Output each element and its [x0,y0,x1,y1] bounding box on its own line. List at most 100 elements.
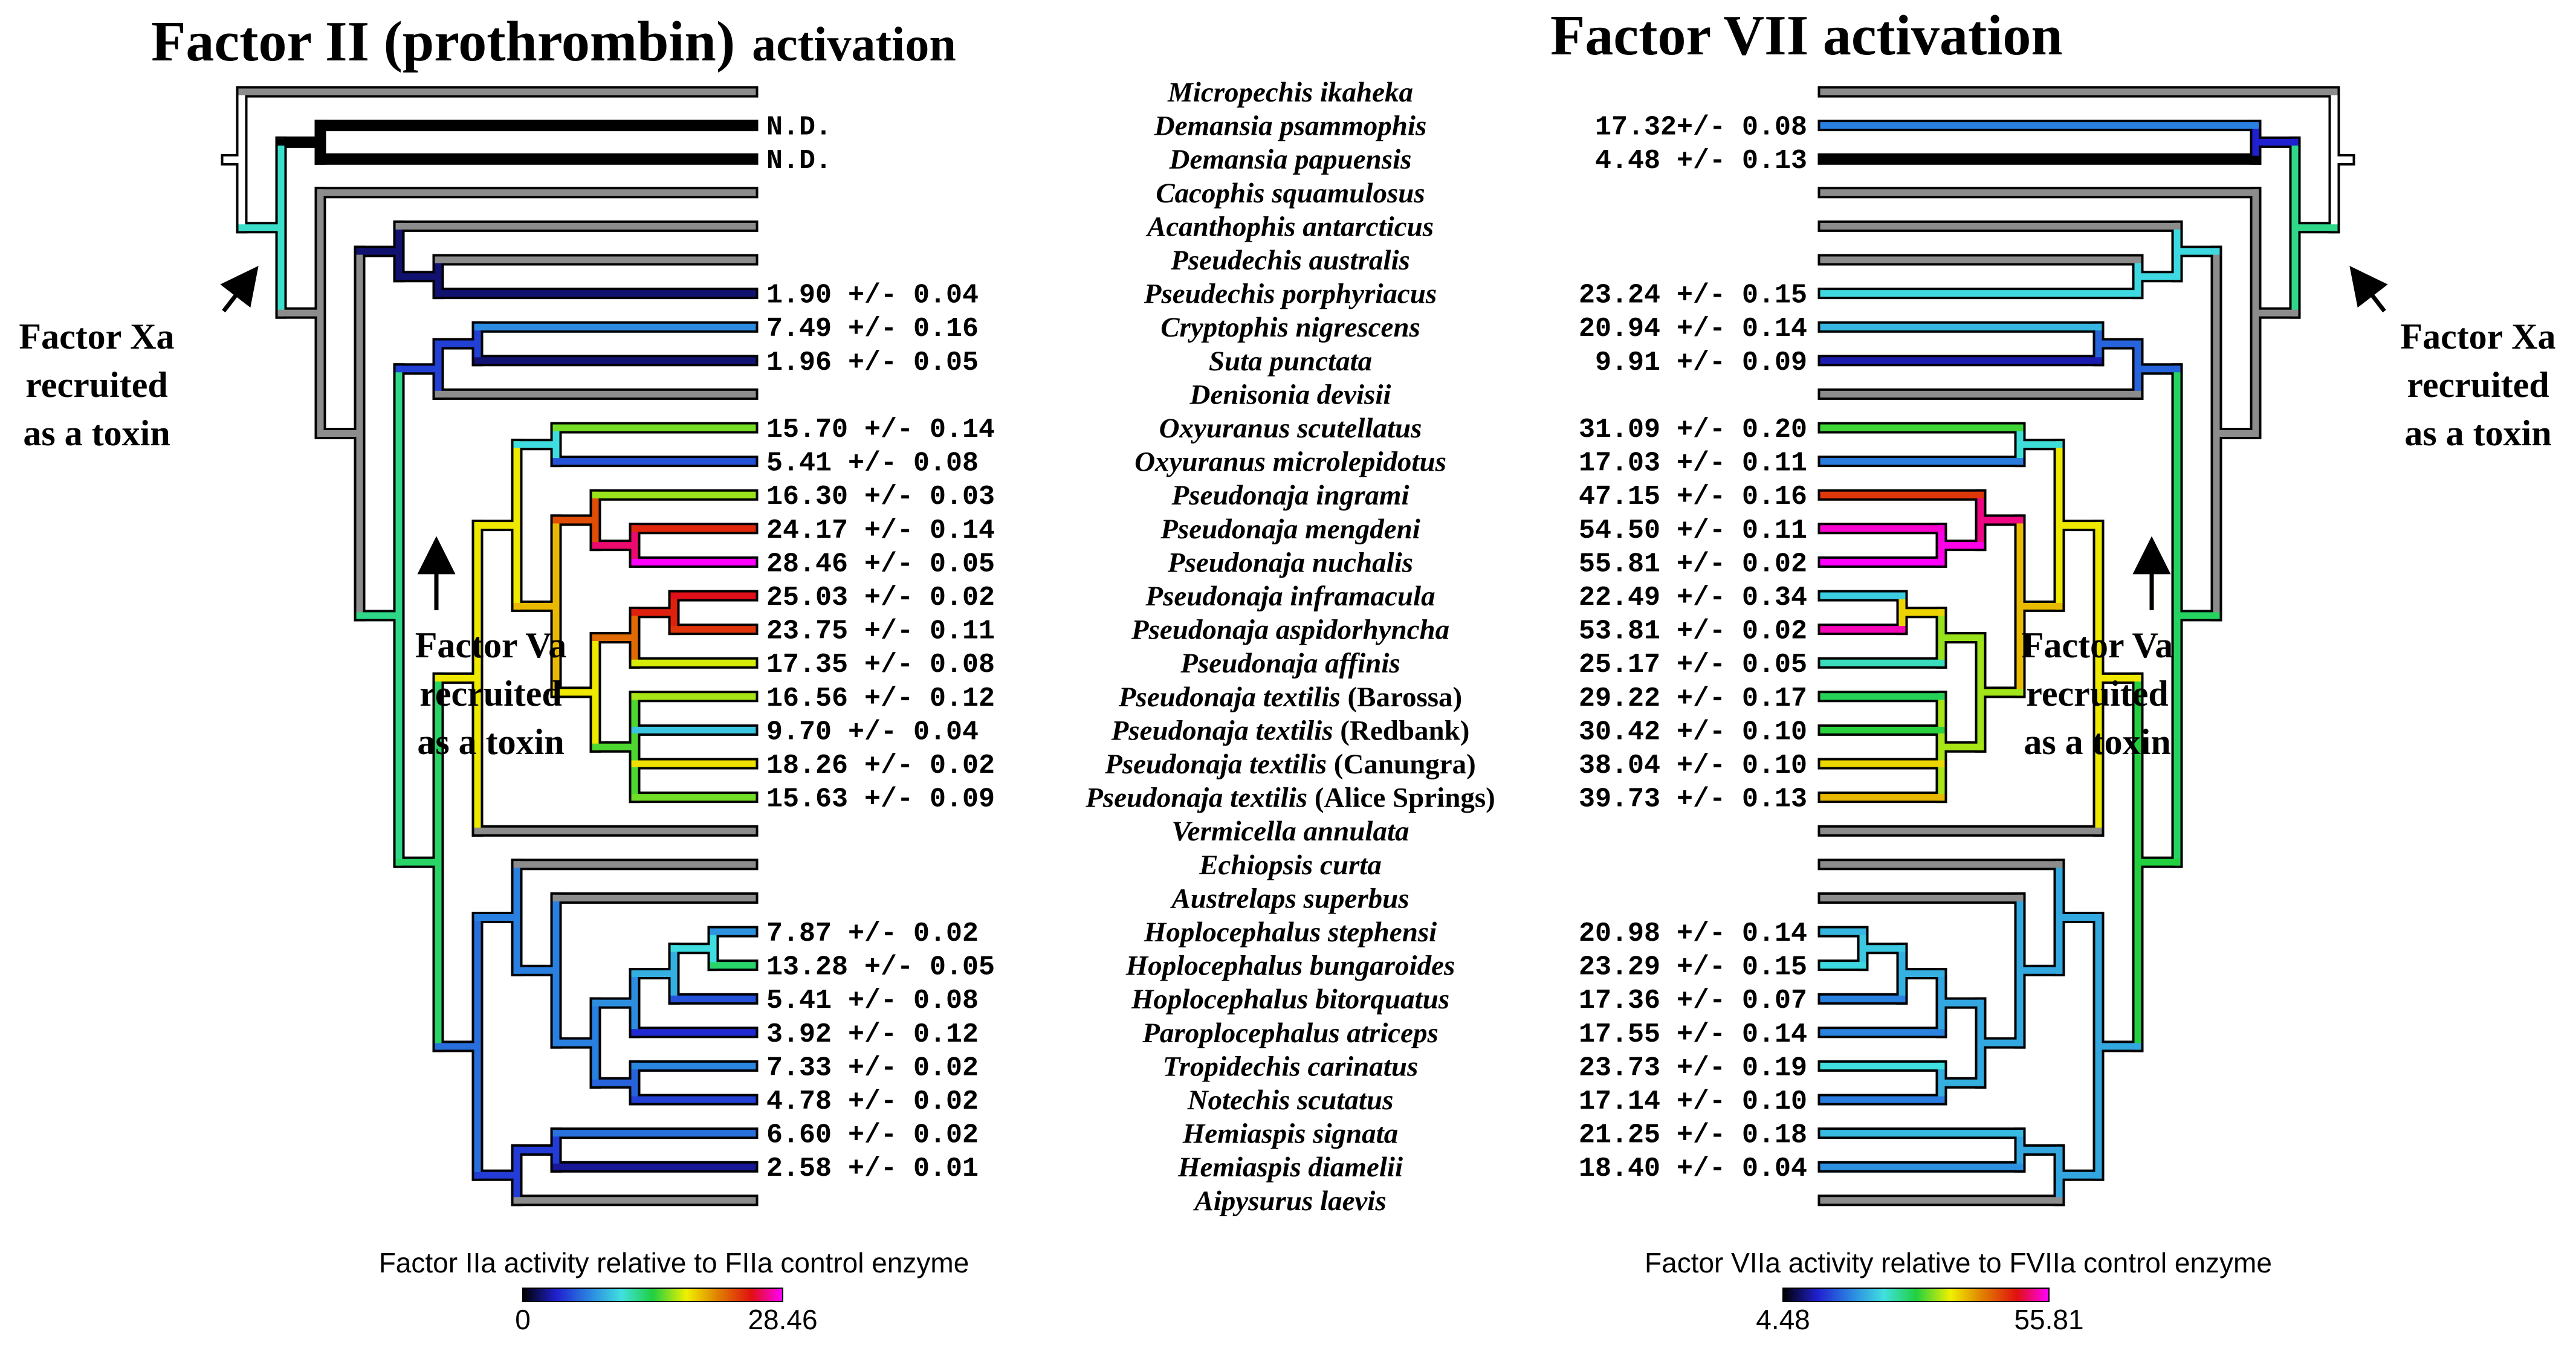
factor-vii-value: 17.36 +/- 0.07 [1579,985,1807,1016]
legend-right-colorbar [1782,1288,2050,1302]
species-label: Pseudonaja textilis (Canungra) [1104,749,1476,780]
annotation-left-xa-line2: recruited [25,365,167,405]
legend-left-colorbar [522,1288,783,1302]
species-label: Pseudonaja inframacula [1145,581,1435,612]
annotation-left-va-line1: Factor Va [415,625,567,665]
annotation-left-xa-line1: Factor Xa [19,317,174,356]
species-label: Aipysurus laevis [1193,1185,1386,1217]
annotation-right-xa-line1: Factor Xa [2400,317,2555,356]
legend-left-label: Factor IIa activity relative to FIIa con… [379,1247,969,1278]
right-title: Factor VII activation [1550,4,2063,67]
factor-ii-value: 4.78 +/- 0.02 [766,1086,979,1117]
factor-ii-value: N.D. [766,146,832,176]
factor-vii-value: 21.25 +/- 0.18 [1579,1120,1807,1151]
annotation-right-va-line2: recruited [2026,674,2168,714]
left-title: Factor II (prothrombin) activation [151,10,956,73]
species-label: Suta punctata [1209,346,1372,377]
factor-ii-value: 6.60 +/- 0.02 [766,1120,979,1151]
species-label: Oxyuranus microlepidotus [1134,446,1446,478]
species-label: Denisonia devisii [1189,379,1391,410]
factor-vii-value: 31.09 +/- 0.20 [1579,414,1807,445]
annotation-right-va-line1: Factor Va [2022,625,2173,665]
species-label: Oxyuranus scutellatus [1159,413,1422,444]
species-label: Tropidechis carinatus [1163,1051,1419,1082]
species-label: Pseudonaja aspidorhyncha [1131,614,1449,646]
species-label: Cacophis squamulosus [1156,178,1425,209]
annotation-right-xa-line3: as a toxin [2404,413,2551,453]
factor-ii-value: 28.46 +/- 0.05 [766,549,995,579]
annotation-right-va: Factor Va recruited as a toxin [2022,536,2173,762]
annotation-right-va-line3: as a toxin [2024,722,2170,762]
annotation-left-va-line2: recruited [419,674,561,714]
factor-vii-value: 22.49 +/- 0.34 [1579,582,1807,613]
factor-ii-value: 5.41 +/- 0.08 [766,448,979,479]
species-label: Hoplocephalus stephensi [1144,917,1437,948]
factor-ii-value: 15.70 +/- 0.14 [766,414,995,445]
left-title-rest: activation [752,18,956,71]
species-label: Vermicella annulata [1171,816,1409,847]
factor-ii-value: 2.58 +/- 0.01 [766,1153,979,1184]
right-tree [1817,86,2355,1207]
arrow-right-xa [2349,266,2388,313]
factor-ii-value: 7.49 +/- 0.16 [766,314,979,344]
factor-ii-value: 18.26 +/- 0.02 [766,750,995,781]
factor-vii-value: 9.91 +/- 0.09 [1595,347,1807,378]
legend-right-min: 4.48 [1756,1304,1810,1335]
factor-vii-value: 54.50 +/- 0.11 [1579,515,1807,546]
factor-ii-value: 24.17 +/- 0.14 [766,515,995,546]
factor-ii-value: 17.35 +/- 0.08 [766,650,995,680]
left-tree [221,86,759,1207]
species-label: Pseudonaja textilis (Alice Springs) [1085,782,1495,814]
species-label: Hoplocephalus bungaroides [1125,950,1455,982]
factor-ii-value: 13.28 +/- 0.05 [766,952,995,983]
annotation-right-xa-line2: recruited [2407,365,2549,405]
species-label: Cryptophis nigrescens [1160,312,1420,343]
left-title-bold: Factor II (prothrombin) [151,10,735,73]
factor-vii-value: 39.73 +/- 0.13 [1579,784,1807,815]
factor-ii-value: 25.03 +/- 0.02 [766,582,995,613]
legend-left-min: 0 [515,1304,531,1335]
species-qualifier: (Alice Springs) [1307,782,1495,814]
factor-vii-value: 23.29 +/- 0.15 [1579,952,1807,983]
factor-ii-value: N.D. [766,112,832,143]
species-qualifier: (Redbank) [1333,715,1469,746]
factor-ii-value: 16.30 +/- 0.03 [766,482,995,512]
legend-right-label: Factor VIIa activity relative to FVIIa c… [1645,1247,2272,1278]
species-label: Hemiaspis diamelii [1177,1152,1403,1183]
species-label: Micropechis ikaheka [1167,77,1413,108]
factor-vii-value: 47.15 +/- 0.16 [1579,482,1807,512]
factor-ii-value: 7.87 +/- 0.02 [766,918,979,949]
factor-vii-value: 17.14 +/- 0.10 [1579,1086,1807,1117]
factor-vii-values: 17.32+/- 0.084.48 +/- 0.13 23.24 +/- 0.15… [1579,112,1807,1185]
species-qualifier: (Barossa) [1341,682,1463,713]
factor-ii-value: 9.70 +/- 0.04 [766,717,979,747]
species-label: Pseudonaja textilis (Redbank) [1111,715,1470,746]
factor-ii-value: 5.41 +/- 0.08 [766,985,979,1016]
factor-ii-value: 1.96 +/- 0.05 [766,347,979,378]
factor-ii-value: 3.92 +/- 0.12 [766,1019,979,1050]
legend-left: Factor IIa activity relative to FIIa con… [379,1247,969,1335]
species-label: Pseudonaja nuchalis [1167,547,1413,578]
legend-right-max: 55.81 [2014,1304,2083,1335]
factor-vii-value: 38.04 +/- 0.10 [1579,750,1807,781]
species-label: Pseudonaja ingrami [1171,480,1409,511]
factor-ii-value: 1.90 +/- 0.04 [766,280,979,311]
annotation-left-va: Factor Va recruited as a toxin [415,536,567,762]
factor-vii-value: 53.81 +/- 0.02 [1579,616,1807,647]
annotation-right-xa: Factor Xa recruited as a toxin [2349,266,2556,453]
arrow-left-xa [220,266,259,313]
species-label: Paroplocephalus atriceps [1142,1017,1438,1049]
factor-ii-value: 7.33 +/- 0.02 [766,1053,979,1083]
factor-vii-value: 55.81 +/- 0.02 [1579,549,1807,579]
species-label: Hemiaspis signata [1182,1118,1398,1150]
factor-vii-value: 20.94 +/- 0.14 [1579,314,1807,344]
species-label: Pseudonaja affinis [1180,648,1400,679]
species-label: Pseudechis australis [1170,245,1410,276]
annotation-left-va-line3: as a toxin [417,722,564,762]
factor-vii-value: 17.55 +/- 0.14 [1579,1019,1807,1050]
factor-vii-value: 30.42 +/- 0.10 [1579,717,1807,747]
species-label: Pseudonaja textilis (Barossa) [1118,682,1462,713]
species-label: Echiopsis curta [1199,849,1382,881]
